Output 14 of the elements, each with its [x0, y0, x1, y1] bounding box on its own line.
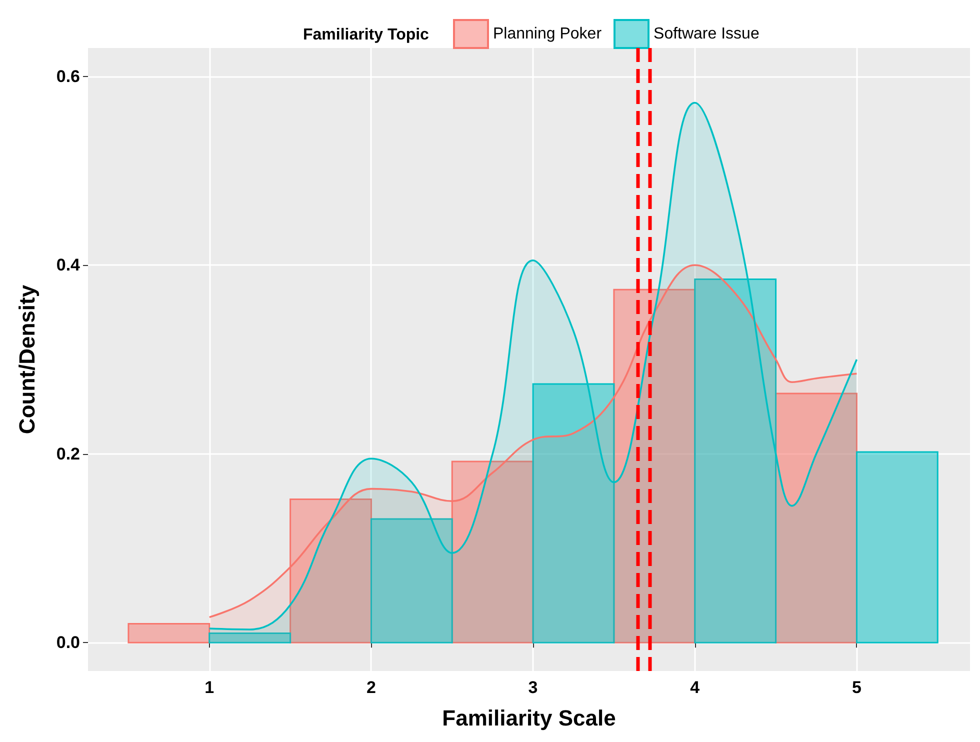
y-axis-title: Count/Density — [14, 284, 40, 434]
x-tick-label: 4 — [690, 678, 700, 697]
x-tick-label: 2 — [366, 678, 376, 697]
legend-label: Software Issue — [654, 26, 760, 42]
y-tick-label: 0.2 — [56, 444, 80, 464]
x-tick-label: 1 — [204, 678, 214, 697]
x-tick-label: 5 — [852, 678, 862, 697]
y-tick-label: 0.4 — [56, 256, 81, 275]
y-tick-label: 0.0 — [56, 633, 80, 652]
x-tick-label: 3 — [528, 678, 538, 697]
legend-label: Planning Poker — [493, 26, 602, 42]
legend-title: Familiarity Topic — [303, 26, 430, 44]
x-axis-title: Familiarity Scale — [442, 706, 616, 730]
y-tick-label: 0.6 — [56, 66, 80, 86]
